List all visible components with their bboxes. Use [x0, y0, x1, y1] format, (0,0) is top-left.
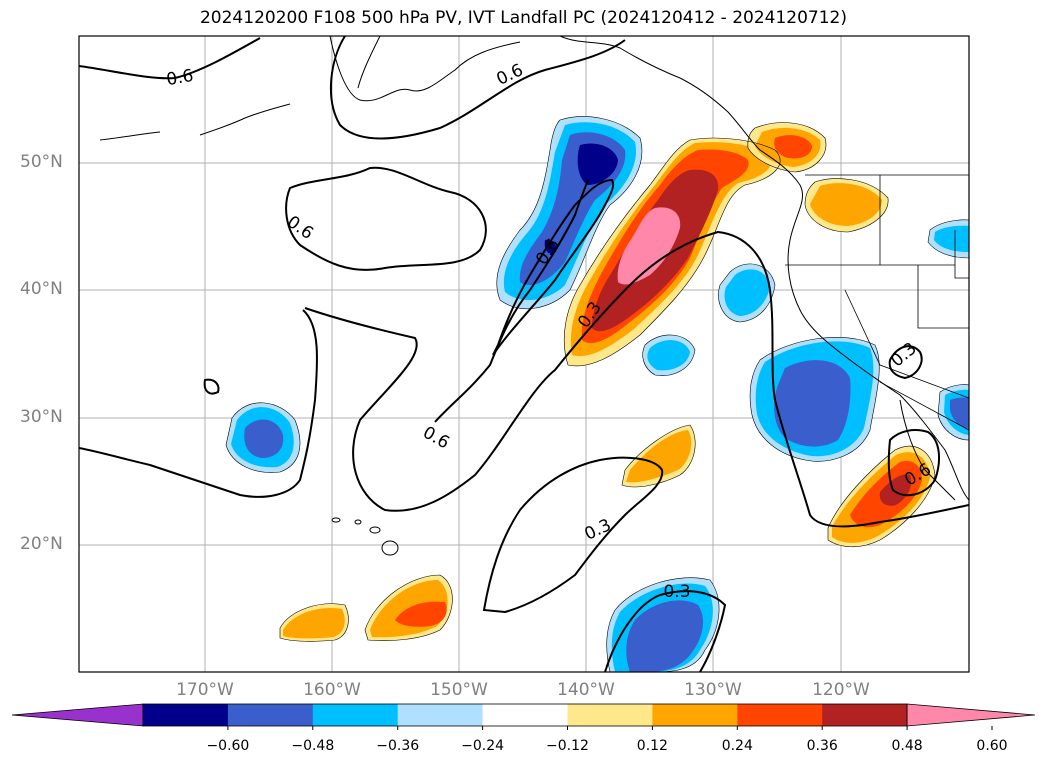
colorbar-segment — [227, 704, 314, 726]
colorbar — [11, 703, 1036, 730]
colorbar-tick-label: −0.24 — [461, 738, 505, 754]
colorbar-tick-label: 0.48 — [891, 738, 923, 754]
anomaly-outline — [937, 384, 969, 441]
anomaly-outline — [621, 424, 696, 488]
pv-contours — [79, 36, 969, 672]
colorbar-segment — [567, 704, 653, 726]
colorbar-tick-label: −0.48 — [291, 738, 335, 754]
anomaly-outline — [364, 574, 453, 641]
colorbar-segment — [312, 704, 399, 726]
state-borders — [785, 174, 969, 431]
colorbar-tick-label: 0.12 — [636, 738, 668, 754]
colorbar-tick-label: −0.36 — [376, 738, 420, 754]
contour-label: 0.3 — [663, 582, 690, 602]
colorbar-segment — [143, 704, 229, 726]
colorbar-segment — [822, 704, 908, 726]
negative-anomaly-region — [934, 225, 969, 252]
anomaly-outline — [606, 577, 720, 672]
longitude-label: 170°W — [176, 680, 234, 700]
negative-anomaly-region — [647, 340, 690, 371]
hawaii-islands — [331, 517, 399, 556]
colorbar-extend-high — [906, 703, 1036, 727]
colorbar-tick-label: −0.60 — [206, 738, 250, 754]
colorbar-segment — [737, 704, 823, 726]
negative-anomaly-region — [950, 397, 969, 428]
negative-anomaly-region — [626, 600, 704, 672]
longitude-label: 140°W — [557, 680, 615, 700]
positive-anomaly-region — [810, 183, 882, 226]
longitude-label: 150°W — [430, 680, 488, 700]
latitude-label: 40°N — [20, 279, 63, 299]
colorbar-segment — [652, 704, 738, 726]
positive-anomaly-region — [617, 207, 681, 285]
anomaly-outline — [804, 178, 889, 233]
latitude-label: 20°N — [20, 534, 63, 554]
anomaly-outline — [563, 137, 781, 367]
positive-anomaly-region — [283, 607, 345, 639]
latitude-label: 50°N — [20, 152, 63, 172]
negative-anomaly-region — [244, 419, 284, 458]
colorbar-segment — [397, 704, 484, 726]
anomaly-outline — [279, 603, 349, 642]
latitude-label: 30°N — [20, 407, 63, 427]
colorbar-extend-low — [11, 703, 144, 727]
colorbar-tick-label: 0.36 — [806, 738, 838, 754]
colorbar-tick-label: −0.12 — [546, 738, 589, 754]
positive-anomaly-region — [395, 601, 447, 627]
coastlines — [99, 36, 969, 501]
anomaly-outline — [225, 402, 301, 473]
anomaly-outline — [496, 116, 643, 310]
longitude-label: 160°W — [303, 680, 361, 700]
negative-anomaly-region — [544, 239, 557, 254]
positive-anomaly-region — [879, 474, 912, 506]
negative-anomaly-region — [577, 143, 618, 185]
colorbar-tick-label: 0.60 — [976, 738, 1008, 754]
map-panel: 0.6 0.60.60.60.30.60.30.30.30.6 — [78, 35, 970, 673]
negative-anomaly-region — [724, 269, 770, 316]
colorbar-tick-label: 0.24 — [721, 738, 753, 754]
contour-label: 0.6 — [165, 66, 195, 90]
anomaly-outline — [747, 122, 827, 173]
chart-title: 2024120200 F108 500 hPa PV, IVT Landfall… — [199, 8, 847, 28]
anomaly-outline — [749, 337, 880, 462]
anomaly-outline — [718, 263, 776, 323]
colorbar-segment — [482, 704, 568, 726]
anomaly-outline — [827, 445, 936, 548]
negative-anomaly-region — [774, 360, 851, 447]
anomaly-outline — [642, 334, 696, 376]
anomaly-outline — [927, 219, 969, 259]
longitude-label: 130°W — [684, 680, 742, 700]
positive-anomaly-region — [626, 430, 692, 483]
positive-anomaly-region — [774, 135, 812, 159]
longitude-label: 120°W — [812, 680, 870, 700]
